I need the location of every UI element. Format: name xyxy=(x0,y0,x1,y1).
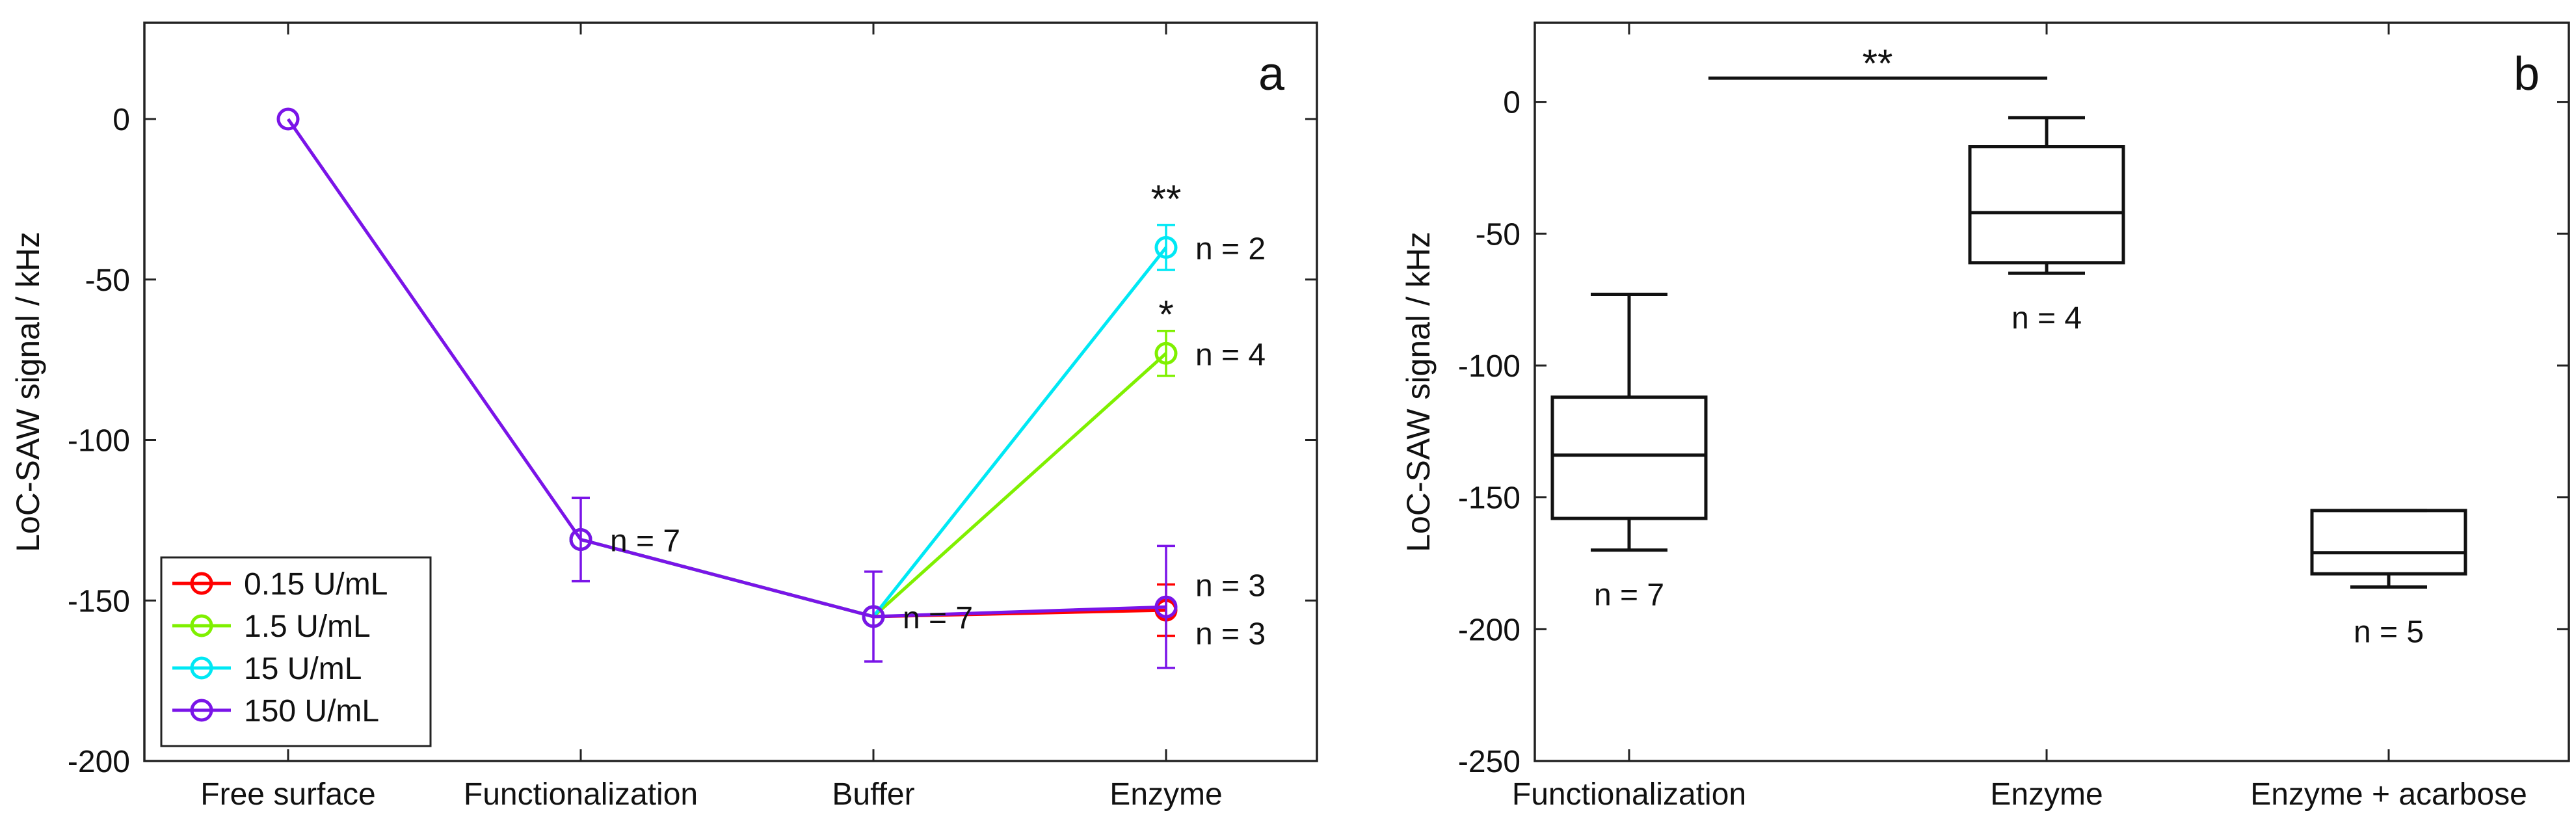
y-tick-label: -200 xyxy=(1458,613,1520,647)
x-ticks-b: Functionalization Enzyme Enzyme + acarbose xyxy=(1512,23,2527,812)
x-tick-label: Enzyme xyxy=(1109,777,1222,812)
n-label: n = 4 xyxy=(2012,301,2082,336)
data-point xyxy=(276,107,300,131)
panel-label-a: a xyxy=(1258,48,1285,100)
y-tick-label: 0 xyxy=(1503,86,1520,120)
y-tick-label: 0 xyxy=(113,103,130,137)
n-label: n = 5 xyxy=(2354,615,2424,649)
data-point xyxy=(569,528,592,551)
legend-label: 150 U/mL xyxy=(244,694,379,728)
legend-label: 1.5 U/mL xyxy=(244,609,371,644)
chart-panel-a: a LoC-SAW signal / kHz 0-50-100-150-200 … xyxy=(10,21,1318,812)
significance-b: ** xyxy=(1708,42,2047,85)
n-label: n = 2 xyxy=(1195,232,1266,266)
significance-label: ** xyxy=(1151,177,1182,220)
legend-label: 15 U/mL xyxy=(244,652,362,686)
legend-box xyxy=(160,556,432,747)
x-tick-label: Functionalization xyxy=(1512,777,1746,812)
x-tick-label: Enzyme xyxy=(1990,777,2103,812)
boxes-layer-b: n = 7 n = 4 n = 5 xyxy=(1550,116,2467,649)
legend-marker xyxy=(190,572,213,595)
plot-frame-a xyxy=(143,21,1318,762)
y-ticks-b: 0 -50 -100 -150 -200 -250 xyxy=(1458,86,2569,779)
x-ticks-a: Free surface Functionalization Buffer Enzym… xyxy=(200,23,1223,812)
x-tick-label: Buffer xyxy=(832,777,914,812)
y-tick-label: -200 xyxy=(68,745,130,779)
chart-panel-b: b LoC-SAW signal / kHz 0 -50 -100 -150 -200 -… xyxy=(1400,21,2570,812)
n-label: n = 3 xyxy=(1195,617,1266,652)
box xyxy=(1550,395,1708,520)
y-tick-label: -50 xyxy=(85,263,130,298)
n-label: n = 7 xyxy=(1594,578,1664,613)
n-label: n = 7 xyxy=(610,524,680,559)
data-point xyxy=(1154,235,1178,259)
n-label: n = 4 xyxy=(1195,338,1266,372)
y-tick-label: -50 xyxy=(1476,217,1520,252)
x-tick-label: Functionalization xyxy=(464,777,698,812)
legend-marker xyxy=(190,699,213,722)
legend-marker xyxy=(190,614,213,637)
series-line xyxy=(286,118,1167,619)
y-tick-label: -150 xyxy=(68,584,130,619)
y-tick-label: -150 xyxy=(1458,481,1520,516)
legend-label: 0.15 U/mL xyxy=(244,567,388,602)
x-tick-label: Free surface xyxy=(200,777,375,812)
y-axis-label-b: LoC-SAW signal / kHz xyxy=(1400,232,1437,552)
data-point xyxy=(1154,595,1178,619)
legend-a: 0.15 U/mL 1.5 U/mL 15 U/mL 150 U/mL xyxy=(160,556,432,747)
y-axis-label-a: LoC-SAW signal / kHz xyxy=(10,232,46,552)
significance-label: ** xyxy=(1863,42,1893,85)
data-point xyxy=(1154,341,1178,365)
significance-label: * xyxy=(1158,293,1173,336)
x-tick-label: Enzyme + acarbose xyxy=(2250,777,2527,812)
box xyxy=(2310,509,2467,576)
legend-marker xyxy=(190,656,213,680)
plot-frame-b xyxy=(1534,21,2570,762)
annotations-a: n = 7n = 7n = 2n = 4n = 3n = 3*** xyxy=(610,177,1266,651)
y-tick-label: -100 xyxy=(68,424,130,459)
y-tick-label: -100 xyxy=(1458,349,1520,384)
y-tick-label: -250 xyxy=(1458,745,1520,779)
box xyxy=(1968,145,2125,265)
series-layer-a xyxy=(276,107,1178,669)
data-point xyxy=(862,605,885,628)
panel-label-b: b xyxy=(2514,48,2540,100)
n-label: n = 7 xyxy=(903,601,973,635)
n-label: n = 3 xyxy=(1195,569,1266,604)
y-ticks-a: 0 -50 -100 -150 -200 xyxy=(68,103,1317,779)
